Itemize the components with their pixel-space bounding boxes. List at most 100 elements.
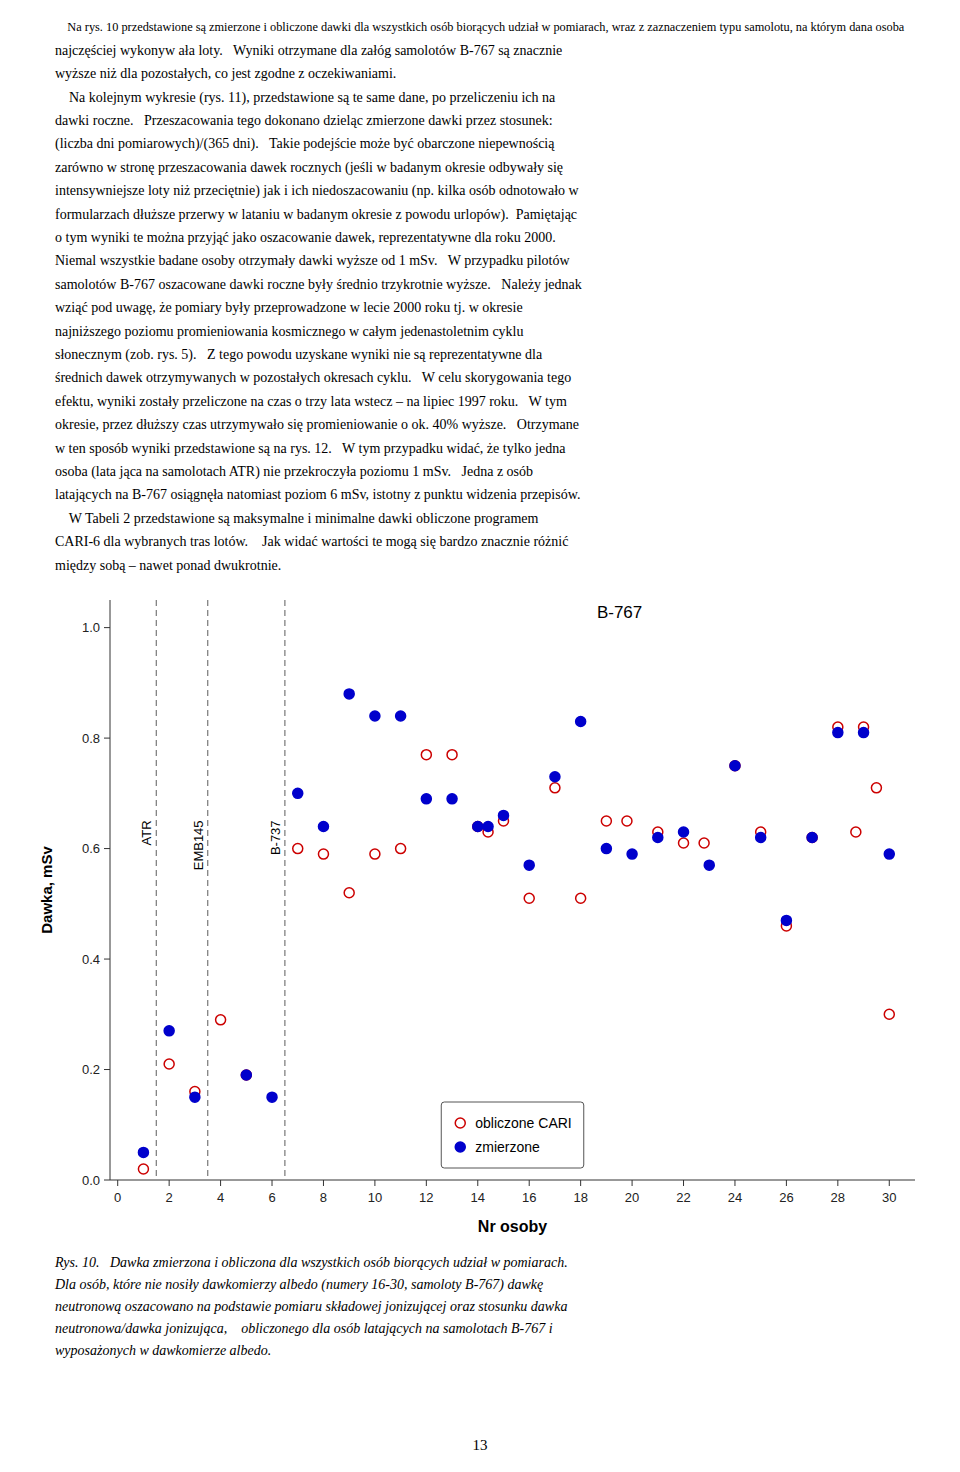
x-tick-label: 26 [779, 1190, 793, 1205]
body-line: Na kolejnym wykresie (rys. 11), przedsta… [55, 90, 556, 106]
caption-line: neutronowa/dawka jonizująca, obliczonego… [55, 1321, 553, 1336]
x-tick [837, 1180, 838, 1186]
reference-line [156, 600, 157, 1180]
body-line: wyższe niż dla pozostałych, co jest zgod… [55, 66, 396, 81]
point [781, 915, 791, 925]
caption: Rys. 10. Dawka zmierzona i obliczona dla… [54, 1255, 568, 1358]
point [756, 833, 766, 843]
x-tick [683, 1180, 684, 1186]
body-line: wziąć pod uwagę, że pomiary były przepro… [55, 300, 523, 315]
point [344, 689, 354, 699]
point [851, 827, 861, 837]
x-tick [323, 1180, 324, 1186]
body-line: efektu, wyniki zostały przeliczone na cz… [55, 394, 567, 409]
point [138, 1147, 148, 1157]
point [293, 788, 303, 798]
body-line: samolotów B-767 oszacowane dawki roczne … [55, 277, 582, 292]
point [190, 1092, 200, 1102]
page-number: 13 [473, 1437, 488, 1453]
legend-symbol [455, 1118, 465, 1128]
x-tick [220, 1180, 221, 1186]
chart: 0246810121416182022242628300.00.20.40.60… [38, 600, 915, 1235]
point [370, 849, 380, 859]
x-tick-label: 8 [320, 1190, 327, 1205]
body-line: dawki roczne. Przeszacowania tego dokona… [55, 113, 553, 128]
legend-label: zmierzone [475, 1139, 540, 1155]
x-tick-label: 6 [268, 1190, 275, 1205]
point [473, 821, 483, 831]
point [601, 816, 611, 826]
caption-line: neutronową oszacowano na podstawie pomia… [55, 1299, 567, 1314]
body-line: okresie, przez dłuższy czas utrzymywało … [55, 417, 579, 432]
x-tick-label: 22 [676, 1190, 690, 1205]
x-tick [786, 1180, 787, 1186]
x-tick-label: 2 [166, 1190, 173, 1205]
point [622, 816, 632, 826]
x-tick [374, 1180, 375, 1186]
point [216, 1015, 226, 1025]
background [0, 0, 960, 1472]
body-line: najniższego poziomu promieniowania kosmi… [55, 324, 523, 339]
point [884, 1009, 894, 1019]
y-tick [104, 1180, 110, 1181]
body-line: Niemal wszystkie badane osoby otrzymały … [55, 253, 570, 268]
page: Na rys. 10 przedstawione są zmierzone i … [0, 0, 960, 1472]
y-tick [104, 1069, 110, 1070]
x-tick-label: 10 [368, 1190, 382, 1205]
y-tick-label: 0.2 [82, 1062, 100, 1077]
point [421, 794, 431, 804]
body-line: średnich dawek otrzymywanych w pozostały… [55, 370, 571, 385]
reference-line-label: ATR [139, 820, 154, 845]
body-line: W Tabeli 2 przedstawione są maksymalne i… [55, 511, 539, 526]
x-axis-label: Nr osoby [478, 1218, 547, 1235]
point [833, 728, 843, 738]
point [483, 821, 493, 831]
y-tick-label: 0.8 [82, 731, 100, 746]
body-line: (liczba dni pomiarowych)/(365 dni). Taki… [55, 136, 555, 152]
point [550, 783, 560, 793]
y-tick-label: 0.6 [82, 841, 100, 856]
body-line: osoba (lata jąca na samolotach ATR) nie … [55, 464, 533, 480]
legend-box [441, 1102, 584, 1168]
x-tick [169, 1180, 170, 1186]
y-tick-label: 0.0 [82, 1173, 100, 1188]
x-tick-label: 14 [471, 1190, 485, 1205]
point [679, 838, 689, 848]
x-tick-label: 0 [114, 1190, 121, 1205]
series [138, 722, 894, 1174]
x-tick [477, 1180, 478, 1186]
body-line: latających na B-767 osiągnęła natomiast … [55, 487, 580, 502]
x-tick [580, 1180, 581, 1186]
legend-label: obliczone CARI [475, 1115, 572, 1131]
point [679, 827, 689, 837]
body-line: Na rys. 10 przedstawione są zmierzone i … [55, 20, 905, 34]
x-tick [426, 1180, 427, 1186]
point [241, 1070, 251, 1080]
x-tick-label: 28 [831, 1190, 845, 1205]
point [704, 860, 714, 870]
body-line: słonecznym (zob. rys. 5). Z tego powodu … [55, 347, 543, 363]
point [447, 794, 457, 804]
point [601, 844, 611, 854]
y-axis-label: Dawka, mSv [38, 846, 55, 934]
point [653, 833, 663, 843]
x-tick-label: 30 [882, 1190, 896, 1205]
reference-line [284, 600, 285, 1180]
x-tick [272, 1180, 273, 1186]
reference-line-label: B-737 [268, 820, 283, 855]
legend: obliczone CARI zmierzone [441, 1102, 584, 1168]
point [576, 893, 586, 903]
point [164, 1026, 174, 1036]
point [396, 711, 406, 721]
body-line: o tym wyniki te można przyjąć jako oszac… [55, 230, 556, 245]
point [473, 821, 483, 831]
annotation: B-767 [597, 603, 642, 622]
y-tick-label: 1.0 [82, 620, 100, 635]
point [699, 838, 709, 848]
point [267, 1092, 277, 1102]
reference-line [207, 600, 208, 1180]
body-line: w ten sposób wyniki przedstawione są na … [55, 441, 566, 456]
caption-line: Dla osób, które nie nosiły dawkomierzy a… [54, 1277, 543, 1293]
x-tick [529, 1180, 530, 1186]
point [730, 761, 740, 771]
